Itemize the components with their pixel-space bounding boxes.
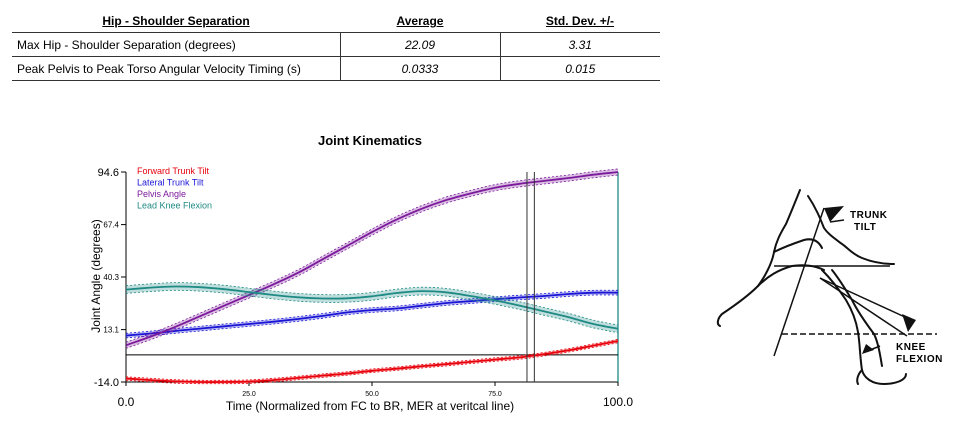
y-tick-label: 94.6 — [98, 167, 119, 179]
legend-entry: Lateral Trunk Tilt — [137, 178, 204, 188]
angle-arc-markers — [824, 206, 916, 354]
legend-entry: Forward Trunk Tilt — [137, 166, 210, 176]
series-lower-bound-2 — [125, 174, 619, 349]
x-tick-label: 25.0 — [242, 391, 256, 398]
series-upper-bound-3 — [125, 282, 619, 326]
series-lower-bound-1 — [125, 294, 619, 339]
knee-flexion-label-line1: KNEE — [896, 342, 926, 353]
legend-entry: Pelvis Angle — [137, 189, 186, 199]
y-tick-label: 67.4 — [103, 221, 119, 230]
series-band-1 — [126, 290, 618, 338]
row-std-dev-value: 3.31 — [499, 32, 660, 57]
legend-entry: Lead Knee Flexion — [137, 201, 212, 211]
series-lower-bound-0 — [125, 342, 619, 385]
series-line-0 — [125, 340, 619, 383]
series-line-3 — [125, 285, 619, 330]
measurement-lines — [773, 207, 937, 357]
series-line-1 — [125, 291, 619, 337]
table-row: Peak Pelvis to Peak Torso Angular Veloci… — [12, 56, 660, 81]
x-tick-label: 75.0 — [488, 391, 502, 398]
trunk-tilt-label-line2: TILT — [854, 222, 876, 233]
row-metric-label: Peak Pelvis to Peak Torso Angular Veloci… — [12, 56, 340, 81]
chart-title: Joint Kinematics — [318, 133, 422, 148]
x-axis-label: Time (Normalized from FC to BR, MER at v… — [226, 399, 514, 413]
header-average: Average — [396, 14, 444, 28]
series-upper-bound-1 — [125, 289, 619, 334]
pitcher-figure-illustration: TRUNK TILT KNEE FLEXION — [716, 189, 943, 385]
y-tick-label: 13.1 — [103, 326, 119, 335]
series-band-0 — [126, 339, 618, 384]
series-band-2 — [126, 168, 618, 349]
trunk-tilt-label-line1: TRUNK — [850, 210, 888, 221]
series-lower-bound-3 — [125, 289, 619, 334]
y-tick-label: -14.0 — [94, 377, 119, 389]
x-tick-label: 100.0 — [603, 395, 633, 409]
label-arrows — [829, 219, 881, 351]
series-band-3 — [126, 282, 618, 333]
y-tick-label: 40.3 — [103, 273, 119, 282]
hip-shoulder-table: Hip - Shoulder Separation Average Std. D… — [12, 10, 660, 81]
row-average-value: 0.0333 — [339, 56, 500, 81]
row-average-value: 22.09 — [339, 32, 500, 57]
table-header-row: Hip - Shoulder Separation Average Std. D… — [12, 10, 660, 33]
row-metric-label: Max Hip - Shoulder Separation (degrees) — [12, 32, 340, 57]
series-upper-bound-2 — [125, 168, 619, 343]
table-row: Max Hip - Shoulder Separation (degrees) … — [12, 32, 660, 57]
header-hip-shoulder-separation: Hip - Shoulder Separation — [102, 14, 250, 28]
joint-kinematics-chart: Joint Kinematics 94.6 67.4 40.3 13.1 -14.0 0.… — [89, 133, 633, 413]
header-std-dev: Std. Dev. +/- — [545, 14, 615, 28]
y-axis-label: Joint Angle (degrees) — [89, 219, 103, 332]
knee-flexion-label-line2: FLEXION — [896, 354, 943, 365]
x-tick-label: 50.0 — [365, 391, 379, 398]
series-line-2 — [125, 171, 619, 347]
x-tick-label: 0.0 — [118, 395, 135, 409]
plot-area: 94.6 67.4 40.3 13.1 -14.0 0.0 25.0 50.0 75.0 100.… — [94, 166, 633, 409]
series-upper-bound-0 — [125, 338, 619, 381]
row-std-dev-value: 0.015 — [499, 56, 660, 81]
